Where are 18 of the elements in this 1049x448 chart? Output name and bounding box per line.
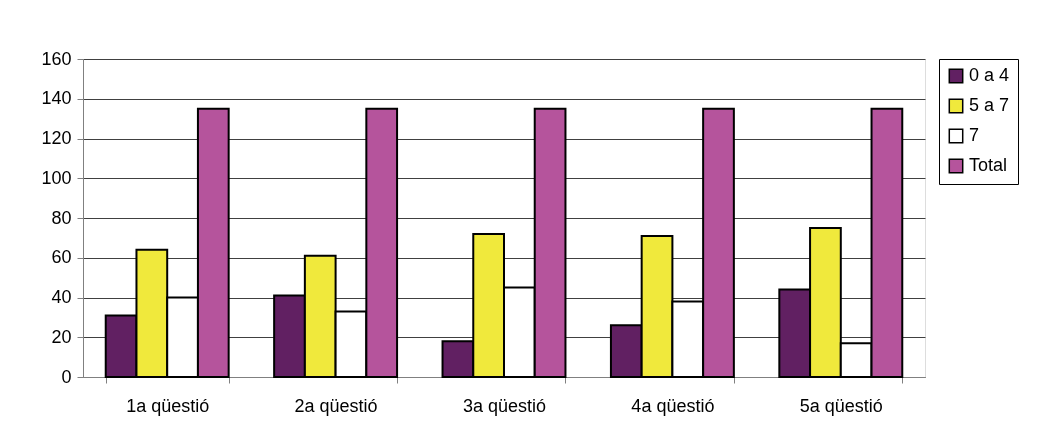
legend-label: 7 (969, 125, 980, 145)
y-tick-label: 140 (41, 88, 72, 109)
legend-label: Total (969, 155, 1008, 175)
y-tick-label: 20 (51, 326, 72, 347)
legend-label: 0 a 4 (969, 65, 1010, 85)
x-tick-label: 5a qüestió (799, 395, 883, 416)
y-tick-label: 100 (41, 167, 72, 188)
y-tick-label: 120 (41, 128, 72, 148)
y-tick-label: 60 (51, 247, 72, 268)
x-tick-label: 1a qüestió (126, 395, 210, 416)
x-tick-label: 3a qüestió (462, 395, 547, 416)
y-tick-label: 40 (51, 287, 72, 307)
x-tick-label: 2a qüestió (294, 395, 378, 416)
y-tick-label: 0 (61, 366, 72, 387)
y-tick-label: 80 (51, 207, 72, 228)
x-tick-label: 4a qüestió (631, 395, 715, 416)
y-tick-label: 160 (41, 48, 72, 69)
legend-label: 5 a 7 (969, 95, 1010, 115)
